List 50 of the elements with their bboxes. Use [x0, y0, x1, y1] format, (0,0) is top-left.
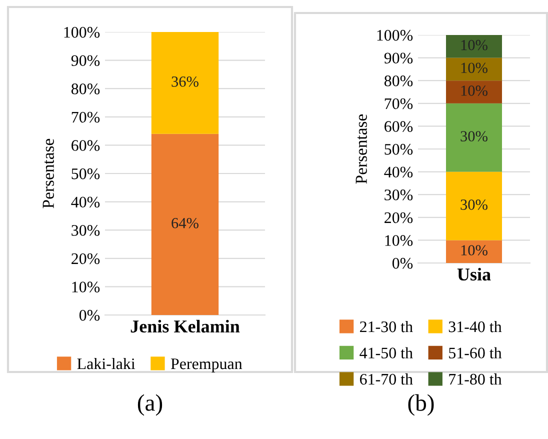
bar [446, 172, 502, 240]
y-tick-label: 20% [72, 253, 100, 264]
x-tick-label: Jenis Kelamin [130, 320, 240, 333]
bar [446, 58, 502, 81]
legend-label: 61-70 th [360, 373, 413, 385]
y-tick-label: 90% [71, 55, 100, 66]
data-label: 10% [461, 245, 488, 256]
bar [446, 35, 502, 58]
text: (a) [138, 394, 162, 416]
legend-label: Laki-laki [77, 358, 136, 370]
y-tick-label: 10% [385, 235, 413, 246]
data-label: 10% [461, 86, 488, 96]
data-label: 64% [172, 218, 198, 228]
x-tick-label: Usia [457, 268, 491, 281]
y-tick-label: 100% [64, 26, 100, 38]
y-axis-title: Persentase [42, 138, 54, 208]
y-tick-label: 60% [384, 121, 413, 132]
legend-label: 31-40 th [448, 320, 502, 332]
legend-label: 51-60 th [449, 347, 502, 358]
y-tick-label: 30% [72, 225, 100, 236]
y-axis-title: Persentase [356, 114, 367, 184]
data-label: 30% [460, 200, 488, 210]
y-tick-label: 50% [384, 144, 413, 155]
data-label: 30% [460, 131, 488, 142]
y-tick-label: 60% [72, 140, 100, 151]
bar [446, 240, 502, 263]
y-tick-label: 30% [384, 190, 413, 200]
bar [446, 103, 502, 172]
y-tick-label: 0% [392, 258, 413, 269]
legend-label: Perempuan [170, 358, 242, 372]
y-tick-label: 90% [384, 52, 413, 64]
legend-label: 21-30 th [360, 320, 413, 332]
legend-label: 71-80 th [449, 373, 502, 385]
y-tick-label: 40% [71, 196, 100, 208]
y-tick-label: 40% [384, 166, 413, 178]
y-tick-label: 80% [71, 84, 100, 94]
y-tick-label: 80% [384, 76, 413, 86]
y-tick-label: 100% [377, 30, 413, 41]
y-tick-label: 20% [384, 212, 413, 224]
y-tick-label: 70% [72, 112, 100, 123]
y-tick-label: 50% [72, 168, 100, 180]
y-tick-label: 10% [72, 282, 100, 292]
legend-label: 41-50 th [360, 347, 413, 358]
data-label: 36% [172, 76, 198, 87]
bar [446, 80, 502, 104]
y-tick-label: 70% [384, 98, 413, 110]
data-label: 10% [461, 62, 488, 74]
y-tick-label: 0% [79, 310, 100, 321]
data-label: 10% [461, 40, 488, 50]
text: (b) [408, 394, 434, 416]
